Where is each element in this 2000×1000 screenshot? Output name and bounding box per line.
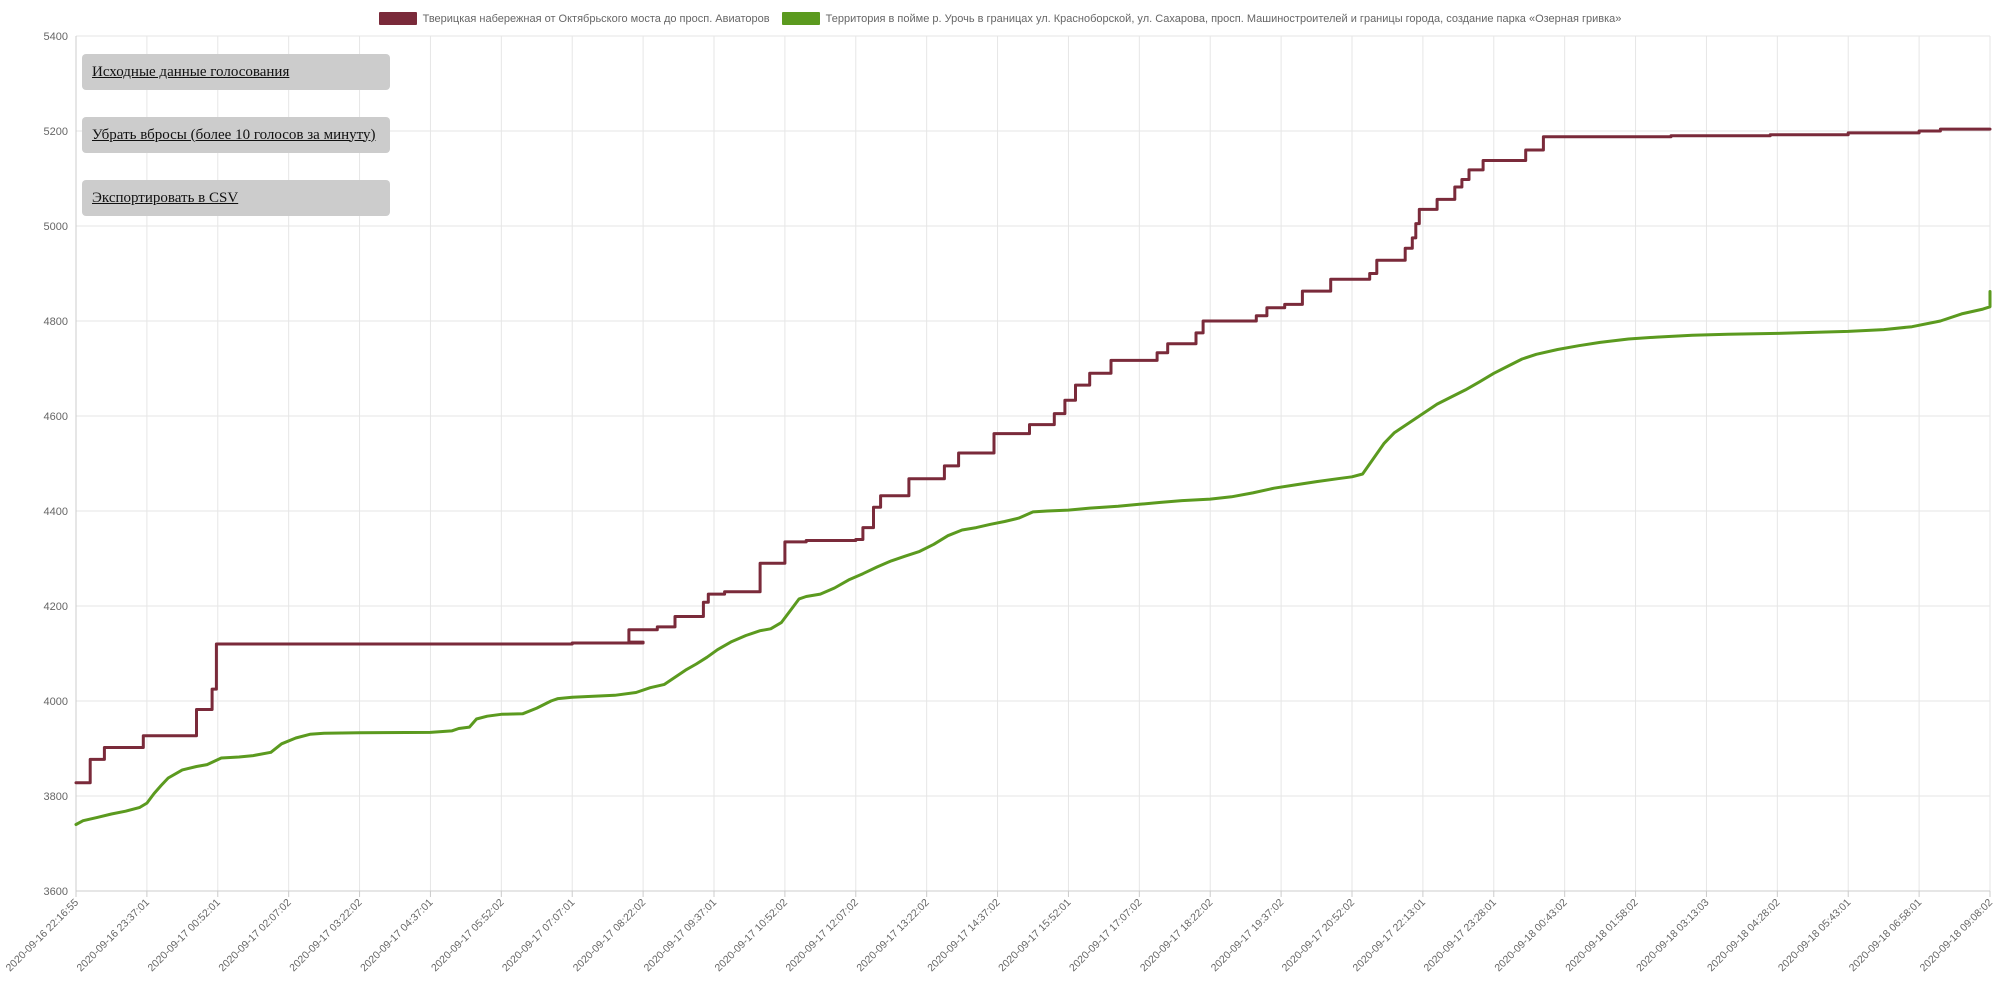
x-tick-label: 2020-09-16 22:16:55 [4, 897, 82, 975]
series-line-1 [74, 127, 1992, 785]
y-tick-label: 5400 [44, 31, 68, 43]
x-tick-label: 2020-09-17 12:07:02 [783, 897, 861, 975]
x-tick-label: 2020-09-17 00:52:01 [145, 897, 223, 975]
x-tick-label: 2020-09-17 05:52:02 [429, 897, 507, 975]
x-tick-label: 2020-09-17 04:37:01 [358, 897, 436, 975]
y-tick-label: 3600 [44, 886, 68, 898]
chart-legend: Тверицкая набережная от Октябрьского мос… [0, 12, 2000, 25]
legend-item-series-2[interactable]: Территория в пойме р. Урочь в границах у… [781, 12, 1622, 25]
legend-label-series-2: Территория в пойме р. Урочь в границах у… [825, 12, 1622, 25]
legend-swatch-series-1 [378, 12, 417, 25]
raw-data-button[interactable]: Исходные данные голосования [82, 54, 390, 90]
y-tick-label: 4400 [44, 506, 68, 518]
x-tick-label: 2020-09-17 15:52:01 [996, 897, 1074, 975]
x-tick-label: 2020-09-18 09:08:02 [1918, 897, 1996, 975]
x-tick-label: 2020-09-17 10:52:02 [713, 897, 791, 975]
y-tick-label: 4200 [44, 601, 68, 613]
remove-spikes-button[interactable]: Убрать вбросы (более 10 голосов за минут… [82, 117, 390, 153]
x-tick-label: 2020-09-18 05:43:01 [1776, 897, 1854, 975]
x-tick-label: 2020-09-17 18:22:02 [1138, 897, 1216, 975]
x-tick-label: 2020-09-17 23:28:01 [1421, 897, 1499, 975]
x-tick-label: 2020-09-17 17:07:02 [1067, 897, 1145, 975]
series-lines [74, 127, 1992, 826]
series-line-2 [74, 290, 1992, 826]
x-tick-label: 2020-09-17 09:37:01 [642, 897, 720, 975]
y-tick-label: 4000 [44, 696, 68, 708]
x-tick-label: 2020-09-18 06:58:01 [1847, 897, 1925, 975]
y-tick-label: 4800 [44, 316, 68, 328]
legend-item-series-1[interactable]: Тверицкая набережная от Октябрьского мос… [378, 12, 770, 25]
x-tick-label: 2020-09-18 00:43:02 [1492, 897, 1570, 975]
x-tick-label: 2020-09-18 04:28:02 [1705, 897, 1783, 975]
y-tick-label: 3800 [44, 791, 68, 803]
x-tick-label: 2020-09-17 22:13:01 [1351, 897, 1429, 975]
x-tick-label: 2020-09-17 03:22:02 [287, 897, 365, 975]
x-tick-label: 2020-09-17 19:37:02 [1209, 897, 1287, 975]
x-tick-label: 2020-09-18 01:58:02 [1563, 897, 1641, 975]
x-tick-label: 2020-09-17 08:22:02 [571, 897, 649, 975]
y-tick-label: 5200 [44, 126, 68, 138]
control-panel: Исходные данные голосования Убрать вброс… [82, 54, 390, 243]
x-tick-label: 2020-09-17 02:07:02 [216, 897, 294, 975]
x-tick-label: 2020-09-17 14:37:02 [925, 897, 1003, 975]
x-tick-label: 2020-09-17 13:22:02 [854, 897, 932, 975]
x-tick-label: 2020-09-17 07:07:01 [500, 897, 578, 975]
y-tick-label: 4600 [44, 411, 68, 423]
x-tick-label: 2020-09-16 23:37:01 [75, 897, 153, 975]
export-csv-button[interactable]: Экспортировать в CSV [82, 180, 390, 216]
legend-swatch-series-2 [781, 12, 820, 25]
x-tick-label: 2020-09-18 03:13:03 [1634, 897, 1712, 975]
y-tick-label: 5000 [44, 221, 68, 233]
x-tick-label: 2020-09-17 20:52:02 [1280, 897, 1358, 975]
legend-label-series-1: Тверицкая набережная от Октябрьского мос… [422, 12, 770, 25]
